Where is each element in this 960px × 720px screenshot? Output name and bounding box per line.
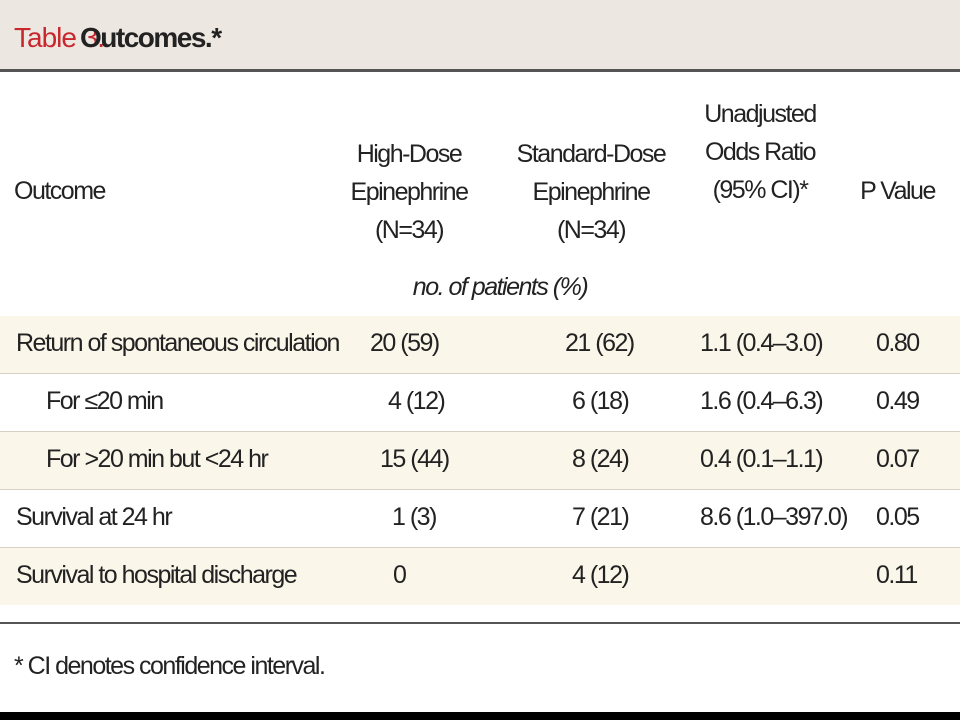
cell-high-dose: 4 (12): [388, 387, 446, 415]
column-header-standard-dose: Standard-Dose Epinephrine (N=34): [516, 140, 667, 244]
table-bottom-rule: [0, 622, 960, 624]
cell-standard-dose: 6 (18): [572, 387, 630, 415]
table-title-bar: Table 3. Outcomes.*: [0, 0, 960, 72]
table-row: Return of spontaneous circulation 20 (59…: [0, 316, 960, 373]
row-label: Return of spontaneous circulation: [16, 329, 340, 357]
column-header-p-value: P Value: [860, 177, 936, 205]
cell-high-dose: 20 (59): [370, 329, 440, 357]
row-label: Survival to hospital discharge: [16, 561, 298, 589]
table-row: Survival to hospital discharge 0 4 (12) …: [0, 548, 960, 605]
cell-standard-dose: 4 (12): [572, 561, 630, 589]
cell-high-dose: 1 (3): [392, 503, 437, 531]
cell-p-value: 0.11: [876, 561, 918, 589]
table-row: For >20 min but <24 hr 15 (44) 8 (24) 0.…: [0, 432, 960, 489]
cell-p-value: 0.07: [876, 445, 920, 473]
cell-p-value: 0.49: [876, 387, 920, 415]
cell-odds-ratio: 0.4 (0.1–1.1): [700, 445, 824, 473]
table-title: Outcomes.*: [80, 22, 222, 53]
units-label: no. of patients (%): [412, 273, 589, 301]
table-row: For ≤20 min 4 (12) 6 (18) 1.6 (0.4–6.3) …: [0, 374, 960, 431]
row-label: For >20 min but <24 hr: [46, 445, 269, 473]
row-divider: [0, 373, 960, 374]
row-divider: [0, 431, 960, 432]
table-number: Table 3.: [14, 22, 105, 53]
cell-p-value: 0.80: [876, 329, 920, 357]
cell-high-dose: 15 (44): [380, 445, 450, 473]
column-header-outcome: Outcome: [14, 177, 106, 205]
row-label: For ≤20 min: [46, 387, 164, 415]
table-row: Survival at 24 hr 1 (3) 7 (21) 8.6 (1.0–…: [0, 490, 960, 547]
table-header: Outcome High-Dose Epinephrine (N=34) Sta…: [0, 75, 960, 315]
row-divider: [0, 489, 960, 490]
column-header-odds-ratio: Unadjusted Odds Ratio (95% CI)*: [704, 100, 817, 204]
cell-high-dose: 0: [393, 561, 407, 589]
table-footnote: * CI denotes confidence interval.: [14, 652, 326, 680]
column-header-high-dose: High-Dose Epinephrine (N=34): [350, 140, 469, 244]
cell-p-value: 0.05: [876, 503, 920, 531]
cell-odds-ratio: 1.6 (0.4–6.3): [700, 387, 824, 415]
row-divider: [0, 547, 960, 548]
cell-standard-dose: 7 (21): [572, 503, 630, 531]
cell-odds-ratio: 1.1 (0.4–3.0): [700, 329, 824, 357]
row-label: Survival at 24 hr: [16, 503, 173, 531]
cell-standard-dose: 8 (24): [572, 445, 630, 473]
cell-standard-dose: 21 (62): [565, 329, 635, 357]
cell-odds-ratio: 8.6 (1.0–397.0): [700, 503, 849, 531]
frame-border: [0, 712, 960, 720]
